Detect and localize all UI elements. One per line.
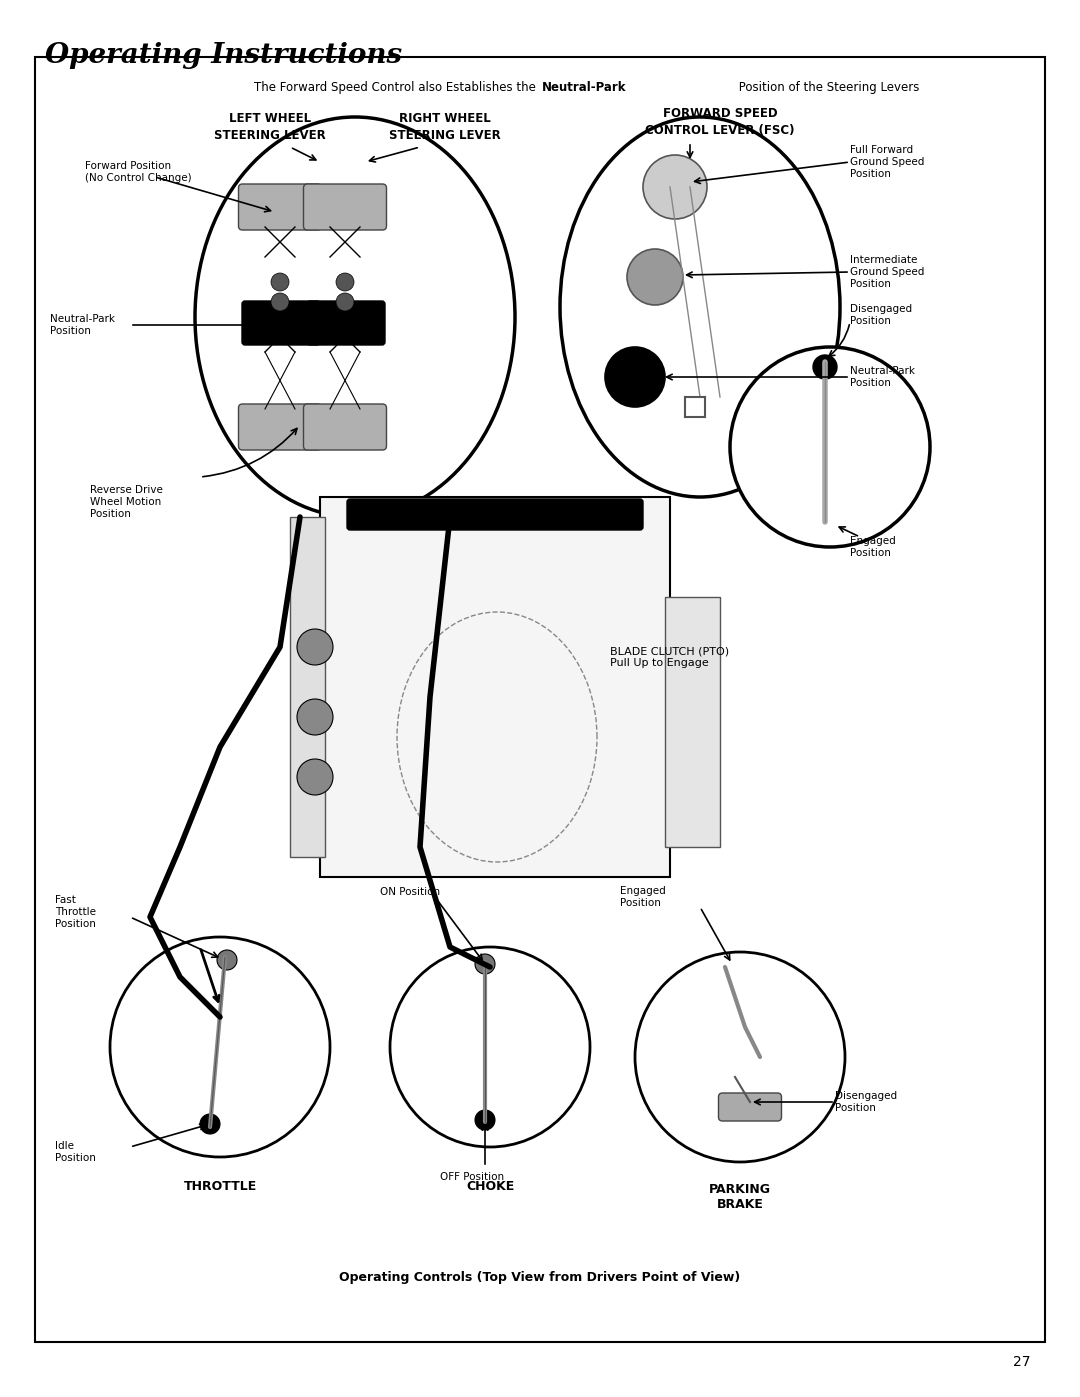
Text: Intermediate
Ground Speed
Position: Intermediate Ground Speed Position: [850, 256, 924, 289]
Circle shape: [475, 954, 495, 974]
Circle shape: [336, 272, 354, 291]
Text: Engaged
Position: Engaged Position: [620, 886, 665, 908]
Circle shape: [297, 759, 333, 795]
Circle shape: [643, 155, 707, 219]
FancyBboxPatch shape: [307, 300, 384, 345]
Circle shape: [813, 355, 837, 379]
Text: Reverse Drive
Wheel Motion
Position: Reverse Drive Wheel Motion Position: [90, 485, 163, 518]
Text: PARKING
BRAKE: PARKING BRAKE: [708, 1183, 771, 1211]
Text: Full Forward
Ground Speed
Position: Full Forward Ground Speed Position: [850, 145, 924, 179]
Text: Forward Position
(No Control Change): Forward Position (No Control Change): [85, 161, 191, 183]
Text: Disengaged
Position: Disengaged Position: [850, 305, 913, 326]
Text: FORWARD SPEED
CONTROL LEVER (FSC): FORWARD SPEED CONTROL LEVER (FSC): [645, 108, 795, 137]
FancyBboxPatch shape: [320, 497, 670, 877]
FancyBboxPatch shape: [303, 184, 387, 231]
Text: Operating Instructions: Operating Instructions: [45, 42, 402, 68]
Text: ON Position: ON Position: [380, 887, 441, 897]
Text: Operating Controls (Top View from Drivers Point of View): Operating Controls (Top View from Driver…: [339, 1270, 741, 1284]
Circle shape: [635, 951, 845, 1162]
Text: LEFT WHEEL
STEERING LEVER: LEFT WHEEL STEERING LEVER: [214, 112, 326, 142]
Text: CHOKE: CHOKE: [465, 1180, 514, 1193]
FancyBboxPatch shape: [665, 597, 720, 847]
Circle shape: [627, 249, 683, 305]
Circle shape: [336, 293, 354, 312]
Circle shape: [475, 1111, 495, 1130]
Text: Disengaged
Position: Disengaged Position: [835, 1091, 897, 1113]
Text: Position of the Steering Levers: Position of the Steering Levers: [735, 81, 919, 94]
Text: RIGHT WHEEL
STEERING LEVER: RIGHT WHEEL STEERING LEVER: [389, 112, 501, 142]
Text: OFF Position: OFF Position: [440, 1172, 504, 1182]
Text: Idle
Position: Idle Position: [55, 1141, 96, 1162]
Text: BLADE CLUTCH (PTO)
Pull Up to Engage: BLADE CLUTCH (PTO) Pull Up to Engage: [610, 647, 729, 668]
Circle shape: [110, 937, 330, 1157]
Text: THROTTLE: THROTTLE: [184, 1180, 257, 1193]
Ellipse shape: [561, 117, 840, 497]
FancyBboxPatch shape: [242, 300, 320, 345]
Text: Fast
Throttle
Position: Fast Throttle Position: [55, 895, 96, 929]
Circle shape: [200, 1113, 220, 1134]
FancyBboxPatch shape: [291, 517, 325, 856]
FancyBboxPatch shape: [303, 404, 387, 450]
Circle shape: [605, 346, 665, 407]
FancyBboxPatch shape: [718, 1092, 782, 1120]
Text: The Forward Speed Control also Establishes the: The Forward Speed Control also Establish…: [255, 81, 540, 94]
Ellipse shape: [195, 117, 515, 517]
FancyBboxPatch shape: [239, 404, 322, 450]
Text: Neutral-Park
Position: Neutral-Park Position: [850, 366, 915, 388]
FancyBboxPatch shape: [239, 184, 322, 231]
Circle shape: [390, 947, 590, 1147]
Circle shape: [730, 346, 930, 548]
Circle shape: [217, 950, 237, 970]
Circle shape: [271, 272, 289, 291]
Circle shape: [271, 293, 289, 312]
Text: Engaged
Position: Engaged Position: [850, 536, 895, 557]
Text: Neutral-Park
Position: Neutral-Park Position: [50, 314, 114, 335]
Circle shape: [297, 629, 333, 665]
Circle shape: [297, 698, 333, 735]
Text: Neutral-Park: Neutral-Park: [542, 81, 626, 94]
FancyBboxPatch shape: [35, 57, 1045, 1343]
Text: 27: 27: [1013, 1355, 1030, 1369]
FancyBboxPatch shape: [347, 499, 643, 529]
